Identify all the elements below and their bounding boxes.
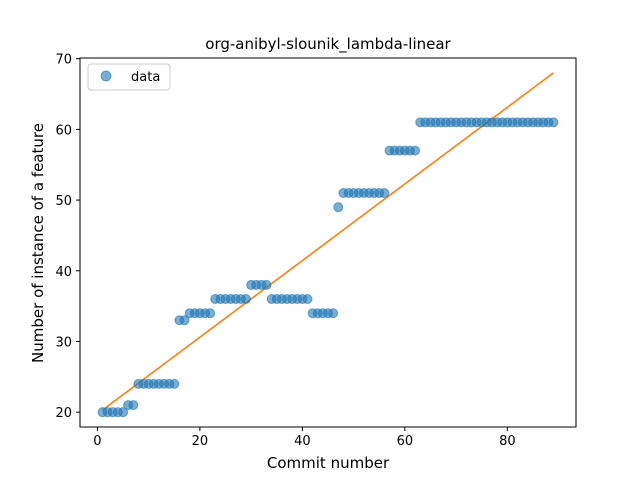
fit-line-layer xyxy=(102,72,554,411)
legend: data xyxy=(87,63,171,91)
x-tick-label: 0 xyxy=(93,434,101,449)
x-tick-label: 80 xyxy=(499,434,516,449)
data-points-layer xyxy=(97,117,559,418)
legend-box xyxy=(87,63,171,91)
data-point xyxy=(548,117,559,128)
data-point xyxy=(179,315,190,326)
data-point xyxy=(128,400,139,411)
x-tick-label: 60 xyxy=(397,434,414,449)
data-point xyxy=(241,294,252,305)
data-point xyxy=(261,279,272,290)
data-point xyxy=(205,308,216,319)
data-point xyxy=(328,308,339,319)
y-tick-label: 70 xyxy=(55,53,72,68)
chart-title: org-anibyl-slounik_lambda-linear xyxy=(205,35,451,54)
data-point xyxy=(118,407,129,418)
plot-frame xyxy=(79,57,577,428)
fit-line xyxy=(102,72,554,411)
x-tick-label: 40 xyxy=(294,434,311,449)
y-tick-label: 40 xyxy=(55,265,72,280)
y-ticks: 20 30 40 50 60 70 xyxy=(55,53,80,421)
y-tick-label: 60 xyxy=(55,123,72,138)
legend-label-data: data xyxy=(131,70,160,85)
y-tick-label: 20 xyxy=(55,406,72,421)
data-point xyxy=(333,202,344,213)
y-axis-title: Number of instance of a feature xyxy=(29,123,47,363)
data-point xyxy=(410,145,421,156)
legend-marker-data xyxy=(100,70,112,82)
x-ticks: 0 20 40 60 80 xyxy=(93,427,516,449)
x-tick-label: 20 xyxy=(192,434,209,449)
data-point xyxy=(379,188,390,199)
data-point xyxy=(169,378,180,389)
x-axis-title: Commit number xyxy=(267,454,390,472)
y-tick-label: 50 xyxy=(55,194,72,209)
data-point xyxy=(302,294,313,305)
y-tick-label: 30 xyxy=(55,335,72,350)
